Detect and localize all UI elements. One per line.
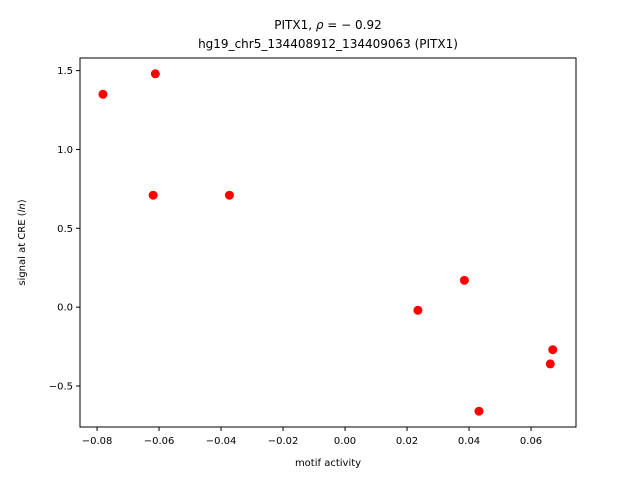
x-tick-label: −0.08 — [82, 436, 113, 447]
y-tick-label: 1.0 — [57, 145, 73, 156]
x-tick-label: −0.02 — [268, 436, 299, 447]
data-point — [413, 305, 423, 315]
data-points — [98, 69, 558, 416]
y-tick-label: 1.5 — [57, 66, 73, 77]
y-tick-label: −0.5 — [49, 382, 73, 393]
data-point — [224, 190, 234, 200]
data-point — [150, 69, 160, 79]
chart-title-line1: PITX1, ρ = − 0.92 — [274, 18, 382, 32]
data-point — [98, 89, 108, 99]
x-tick-label: −0.06 — [144, 436, 175, 447]
axis-ticks: −0.08 −0.06 −0.04 −0.02 0.00 0.02 0.04 0.06 −0.5… — [49, 66, 542, 447]
data-point — [474, 406, 484, 416]
data-point — [548, 345, 558, 355]
data-point — [148, 190, 158, 200]
y-tick-label: 0.5 — [57, 224, 73, 235]
data-point — [545, 359, 555, 369]
x-tick-label: 0.02 — [396, 436, 418, 447]
x-axis-label: motif activity — [295, 458, 361, 469]
x-tick-label: 0.06 — [520, 436, 542, 447]
y-axis-label: signal at CRE (ln) — [17, 199, 28, 285]
axes-frame — [79, 57, 577, 428]
x-tick-label: −0.04 — [206, 436, 237, 447]
data-point — [459, 275, 469, 285]
x-tick-label: 0.04 — [458, 436, 480, 447]
y-tick-label: 0.0 — [57, 303, 73, 314]
x-tick-label: 0.00 — [334, 436, 356, 447]
chart-title-line2: hg19_chr5_134408912_134409063 (PITX1) — [198, 37, 458, 51]
